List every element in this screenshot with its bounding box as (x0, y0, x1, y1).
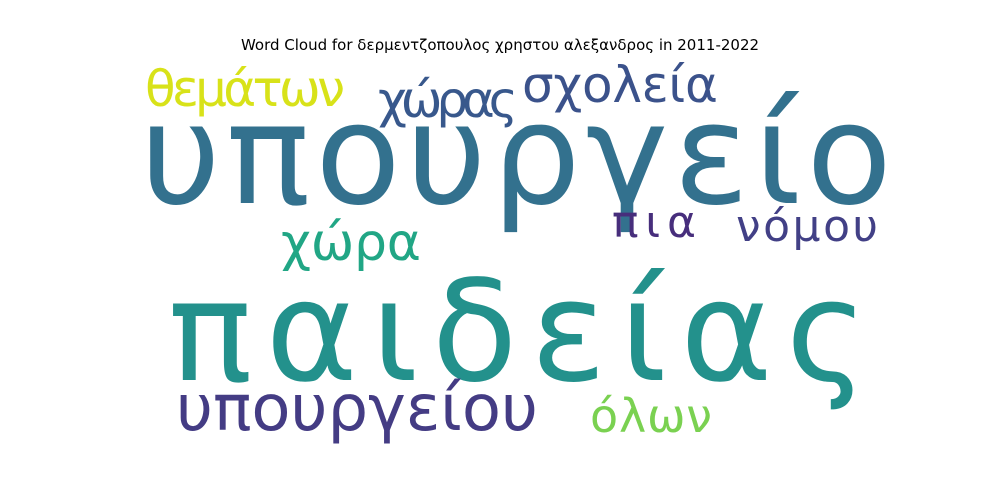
word-5: χώρας (378, 71, 518, 129)
word-4: θεμάτων (145, 60, 345, 118)
word-8: πια (612, 197, 696, 248)
word-3: υπουργείου (176, 372, 538, 446)
word-6: σχολεία (522, 56, 718, 114)
word-7: χώρα (281, 213, 421, 273)
chart-title: Word Cloud for δερμεντζοπουλος χρηστου α… (240, 36, 760, 54)
word-9: νόμου (736, 201, 878, 252)
word-10: όλων (590, 389, 712, 443)
word-1: υπουργείο (140, 74, 892, 237)
